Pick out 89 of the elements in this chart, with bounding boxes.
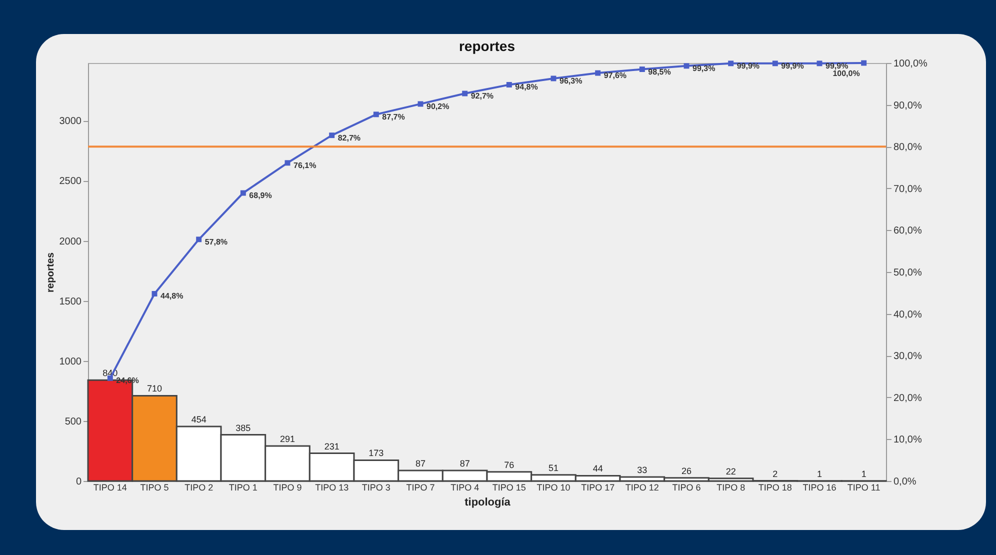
- point: [462, 90, 468, 96]
- x-tick-label: TIPO 8: [716, 482, 746, 492]
- data-label: 231: [324, 441, 340, 452]
- data-label: 291: [280, 434, 296, 444]
- data-label: 98,5%: [648, 67, 671, 76]
- point: [329, 132, 335, 138]
- x-tick-label: TIPO 1: [228, 482, 258, 492]
- y-tick-label: 500: [64, 416, 82, 428]
- data-label: 76,1%: [294, 160, 316, 170]
- y2-tick-label: 50,0%: [894, 268, 922, 278]
- x-tick-label: TIPO 3: [362, 482, 390, 492]
- data-label: 99,9%: [826, 61, 848, 70]
- data-label: 44,8%: [160, 292, 184, 301]
- y-tick-label: 0: [76, 476, 82, 488]
- x-tick-label: TIPO 7: [406, 482, 435, 492]
- data-label: 1: [861, 468, 866, 479]
- point: [418, 101, 424, 107]
- data-label: 87: [415, 458, 426, 469]
- data-label: 173: [368, 448, 384, 458]
- data-label: 710: [146, 384, 162, 394]
- data-label: 51: [548, 462, 559, 473]
- data-label: 100,0%: [832, 69, 860, 78]
- x-tick-label: TIPO 11: [847, 482, 880, 492]
- point: [639, 66, 645, 72]
- x-tick-label: TIPO 2: [184, 482, 214, 492]
- point: [772, 60, 778, 66]
- x-tick-label: TIPO 15: [492, 482, 526, 492]
- y2-tick-label: 80,0%: [894, 142, 922, 154]
- data-label: 97,6%: [604, 71, 627, 80]
- point: [861, 60, 867, 66]
- data-label: 87,7%: [382, 112, 405, 122]
- x-tick-label: TIPO 10: [536, 482, 570, 492]
- data-label: 94,8%: [515, 82, 538, 92]
- x-axis-title: tipología: [464, 496, 512, 508]
- data-label: 87: [460, 458, 470, 469]
- point: [550, 76, 556, 82]
- point: [728, 60, 734, 66]
- x-tick-label: TIPO 12: [625, 482, 659, 492]
- y2-tick-label: 0,0%: [894, 476, 916, 488]
- x-tick-label: TIPO 17: [581, 482, 615, 492]
- data-label: 26: [681, 466, 692, 476]
- y-tick-label: 2000: [59, 236, 82, 248]
- point: [506, 82, 512, 88]
- y-tick-label: 2500: [59, 176, 82, 188]
- y2-tick-label: 30,0%: [894, 351, 922, 362]
- point: [595, 70, 601, 76]
- x-tick-label: TIPO 18: [758, 482, 792, 492]
- x-tick-label: TIPO 6: [672, 482, 701, 492]
- point: [196, 236, 202, 242]
- y2-tick-label: 90,0%: [894, 100, 922, 112]
- y2-tick-label: 60,0%: [894, 226, 922, 237]
- y2-tick-label: 20,0%: [894, 392, 922, 404]
- data-label: 76: [504, 460, 514, 470]
- x-tick-label: TIPO 4: [450, 482, 480, 492]
- data-label: 68,9%: [249, 191, 272, 200]
- data-label: 96,3%: [560, 76, 582, 86]
- y2-tick-label: 100,0%: [894, 58, 928, 70]
- data-label: 57,8%: [204, 237, 228, 246]
- data-label: 82,7%: [338, 133, 361, 142]
- data-label: 385: [236, 422, 251, 433]
- data-label: 1: [816, 468, 822, 479]
- x-tick-label: TIPO 5: [140, 482, 169, 492]
- data-label: 92,7%: [470, 92, 494, 101]
- point: [816, 60, 822, 66]
- y-tick-label: 3000: [59, 116, 82, 128]
- chart-title: reportes: [458, 38, 516, 54]
- point: [373, 112, 379, 118]
- point: [152, 290, 158, 296]
- data-label: 44: [592, 464, 603, 474]
- point: [684, 63, 690, 69]
- y2-tick-label: 70,0%: [894, 184, 922, 195]
- y-axis-title: reportes: [45, 252, 56, 293]
- data-label: 99,3%: [692, 64, 716, 73]
- x-tick-label: TIPO 16: [802, 482, 836, 492]
- y-tick-label: 1500: [59, 296, 82, 308]
- y2-tick-label: 40,0%: [894, 309, 922, 320]
- point: [284, 160, 290, 166]
- data-label: 454: [191, 414, 206, 424]
- y2-tick-label: 10,0%: [894, 434, 922, 446]
- data-label: 24,6%: [116, 376, 139, 386]
- data-label: 90,2%: [426, 102, 450, 111]
- x-tick-label: TIPO 13: [315, 482, 349, 492]
- x-tick-label: TIPO 9: [273, 482, 302, 492]
- point: [240, 190, 246, 196]
- data-label: 33: [637, 465, 648, 476]
- data-label: 22: [726, 466, 736, 476]
- data-label: 2: [772, 468, 778, 479]
- x-tick-label: TIPO 14: [93, 482, 127, 492]
- y-tick-label: 1000: [59, 356, 82, 368]
